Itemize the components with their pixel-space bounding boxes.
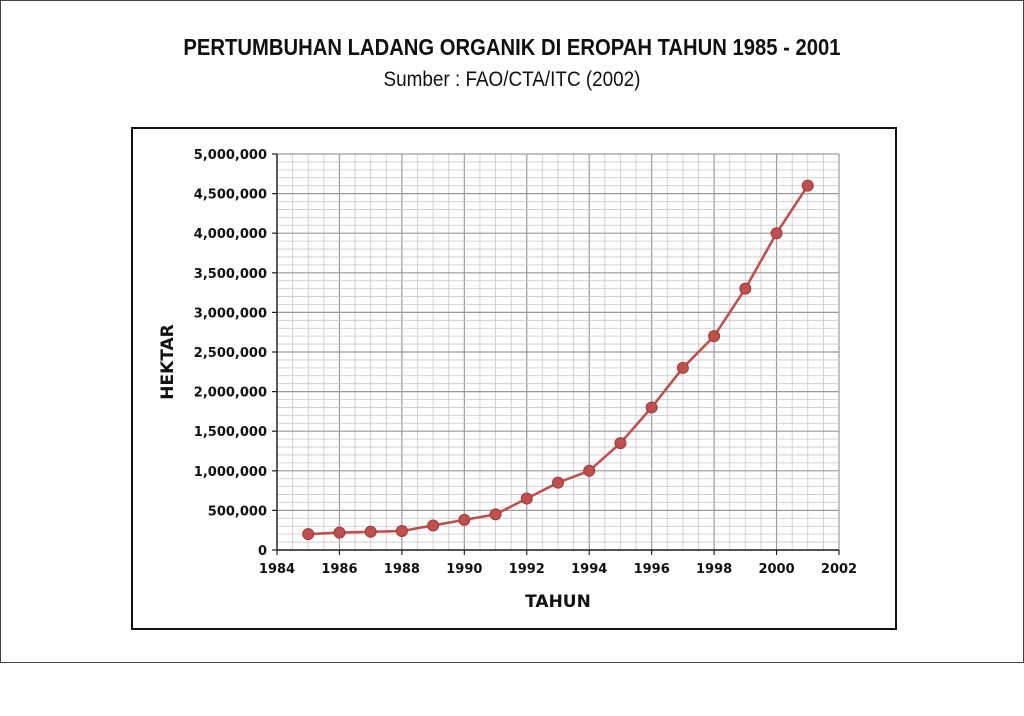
chart-area: 1984 1986 1988 1990 1992 1994 1996 1998 2000 2002… — [131, 127, 897, 630]
y-tick-label: 1,000,000 — [194, 465, 267, 480]
chart-title: PERTUMBUHAN LADANG ORGANIK DI EROPAH TAH… — [183, 34, 841, 60]
x-tick-label: 1988 — [384, 562, 420, 577]
data-point — [395, 524, 408, 537]
data-point — [333, 526, 346, 539]
tick-labels: 1984 1986 1988 1990 1992 1994 1996 1998 2000 2002… — [194, 148, 857, 577]
y-tick-label: 500,000 — [208, 504, 267, 519]
data-point — [676, 361, 689, 374]
data-point — [552, 476, 564, 489]
y-tick-label: 0 — [258, 544, 267, 559]
x-tick-label: 1986 — [321, 562, 357, 577]
data-point — [801, 179, 814, 192]
data-point — [583, 464, 596, 477]
data-point — [302, 528, 315, 541]
y-tick-label: 2,500,000 — [194, 346, 267, 361]
x-tick-label: 1992 — [509, 562, 545, 577]
y-tick-label: 4,500,000 — [194, 188, 267, 203]
x-axis-title: TAHUN — [525, 592, 591, 612]
grid — [276, 153, 840, 551]
x-tick-label: 1996 — [634, 562, 670, 577]
data-point — [458, 513, 471, 526]
y-tick-label: 1,500,000 — [194, 425, 267, 440]
x-tick-label: 1994 — [571, 562, 607, 577]
x-tick-label: 1990 — [446, 562, 482, 577]
data-point — [739, 282, 752, 295]
data-point — [489, 508, 502, 521]
x-tick-label: 1984 — [259, 562, 295, 577]
y-axis-title: HEKTAR — [158, 324, 178, 400]
y-tick-label: 5,000,000 — [194, 148, 267, 163]
data-point — [770, 227, 783, 240]
x-tick-label: 2000 — [758, 562, 794, 577]
y-tick-label: 4,000,000 — [194, 227, 267, 242]
y-tick-label: 3,000,000 — [194, 306, 267, 321]
series — [302, 179, 814, 541]
axes — [272, 153, 840, 555]
data-point — [645, 401, 658, 414]
x-tick-label: 2002 — [821, 562, 857, 577]
data-point — [708, 330, 721, 343]
data-point — [364, 525, 377, 538]
data-point — [520, 492, 533, 505]
y-tick-label: 2,000,000 — [194, 386, 267, 401]
data-point — [427, 519, 440, 532]
data-point — [614, 437, 627, 450]
line-chart: 1984 1986 1988 1990 1992 1994 1996 1998 2000 2002… — [158, 148, 857, 612]
y-tick-label: 3,500,000 — [194, 267, 267, 282]
x-tick-label: 1998 — [696, 562, 732, 577]
chart-subtitle: Sumber : FAO/CTA/ITC (2002) — [383, 68, 641, 91]
